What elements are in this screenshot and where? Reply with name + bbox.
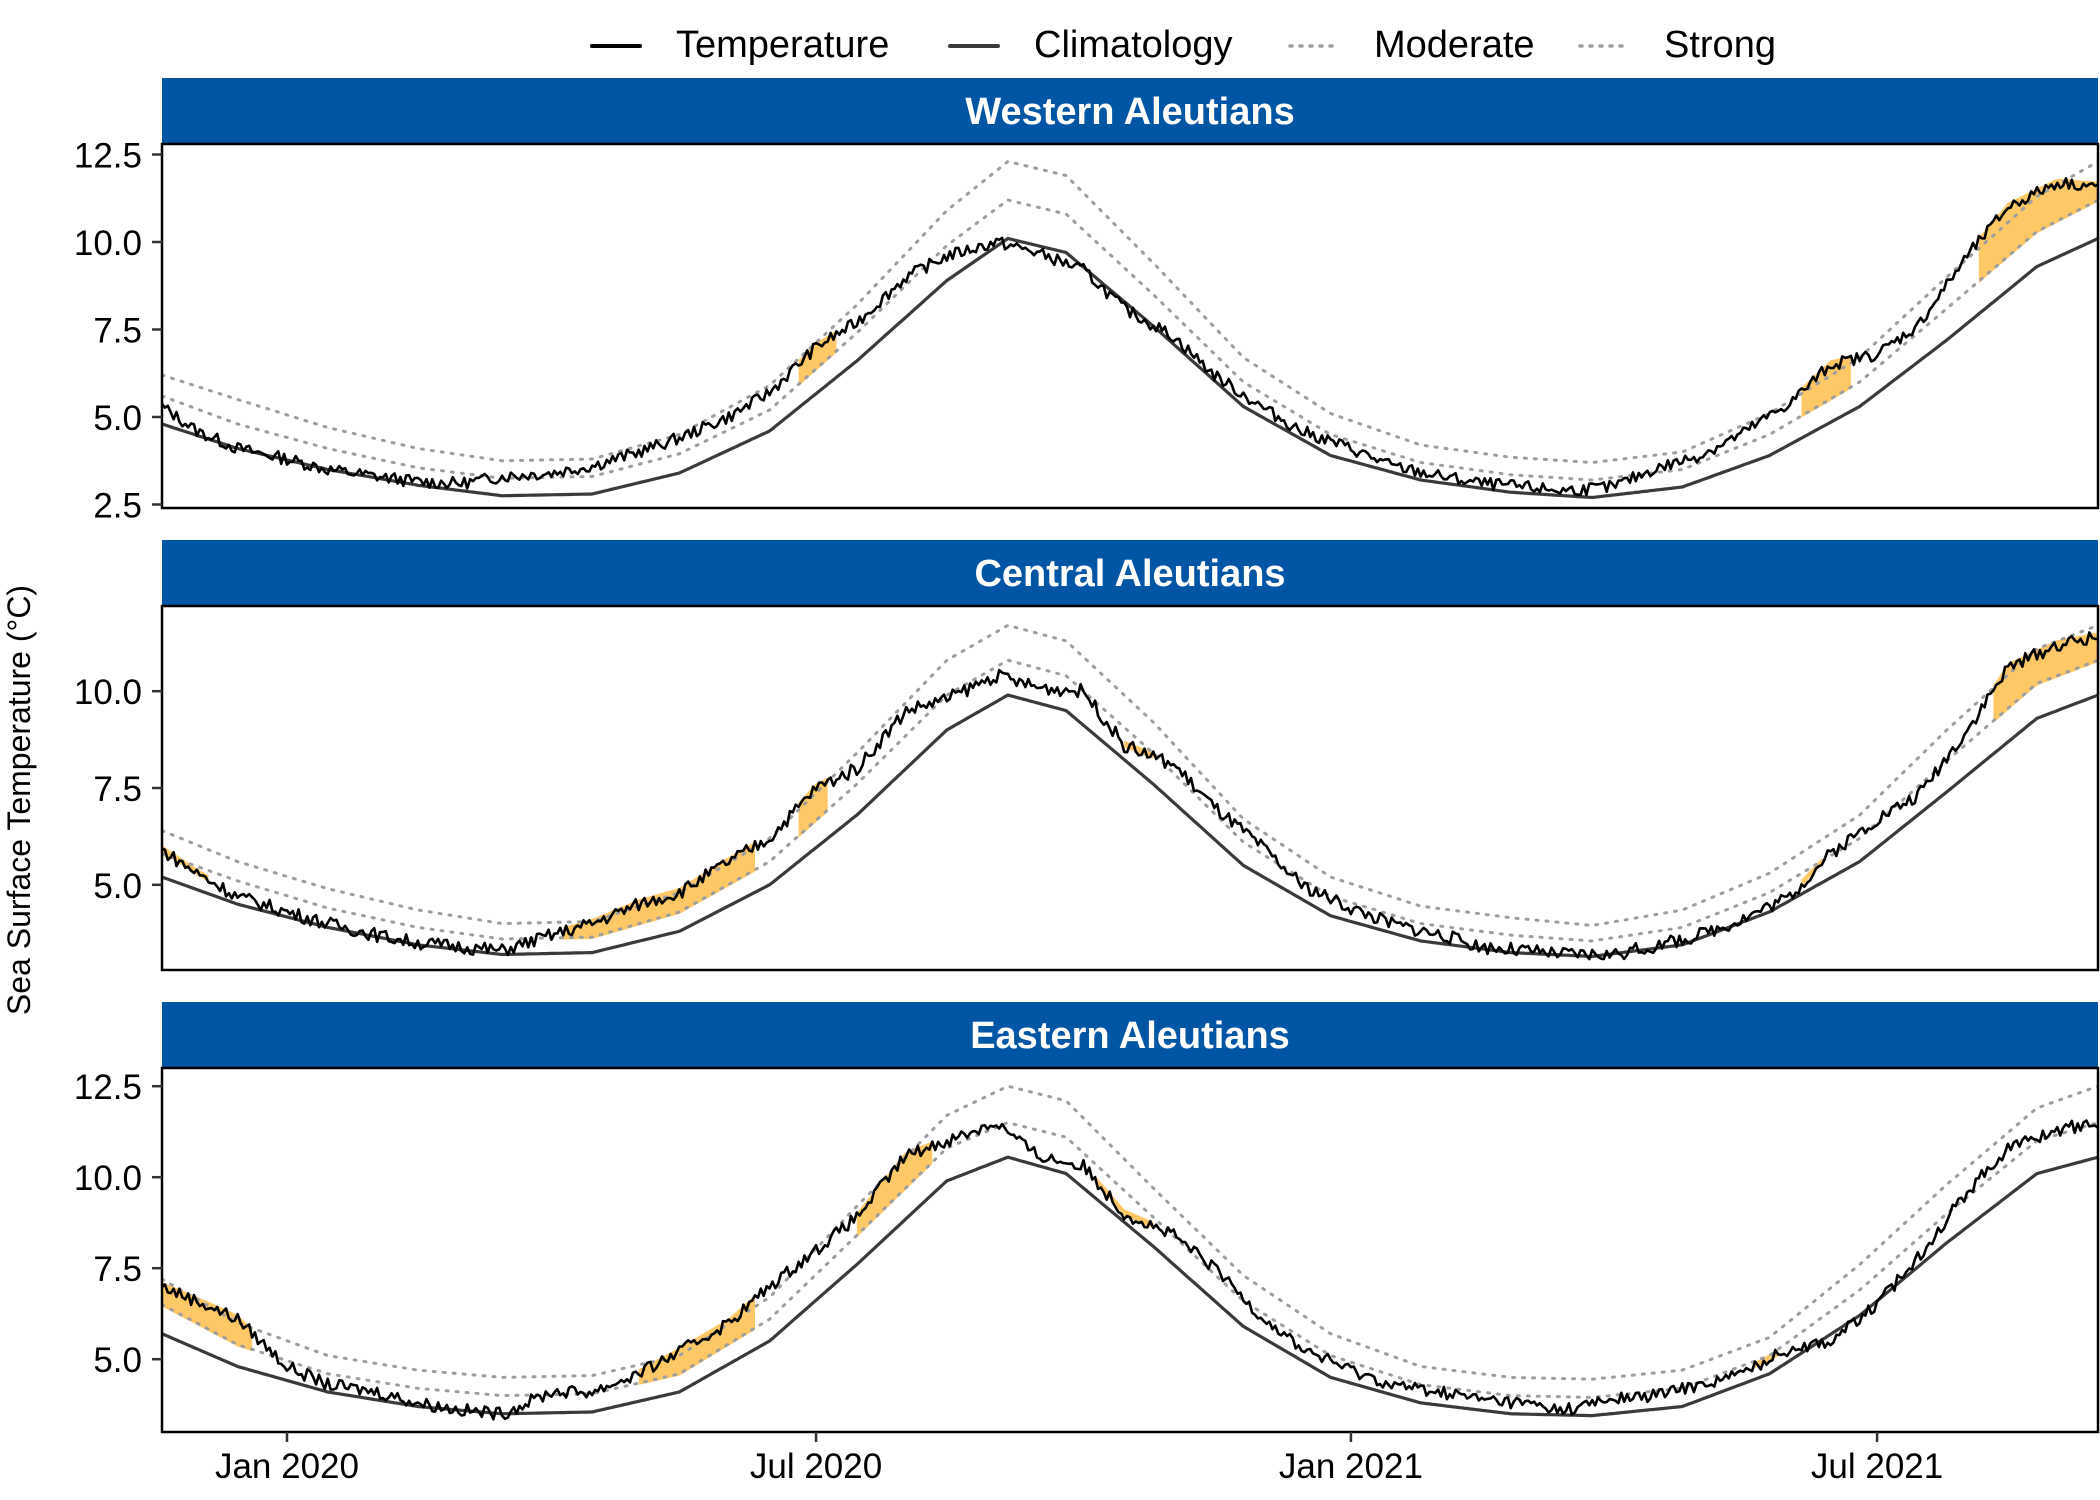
heatwave-fill-1 [798, 330, 837, 387]
legend-item-temperature: Temperature [590, 24, 889, 66]
y-tick-label: 2.5 [93, 487, 142, 526]
series-moderate-threshold [162, 198, 2098, 482]
y-tick-label: 10.0 [74, 673, 142, 712]
panel-border [160, 1066, 2100, 1434]
series-temperature-line [162, 631, 2098, 961]
y-tick-label: 5.0 [93, 1341, 142, 1380]
x-tick-label: Jul 2021 [1811, 1447, 1943, 1486]
heatwave-fill-3 [798, 777, 828, 838]
legend-item-moderate: Moderate [1288, 24, 1535, 66]
series-temperature-line [162, 1119, 2098, 1421]
heatwave-fill-3 [1978, 178, 2098, 283]
strip-title: Eastern Aleutians [970, 1015, 1290, 1057]
heatwave-fill-2 [638, 1295, 755, 1385]
y-tick-label: 10.0 [74, 1159, 142, 1198]
plot-area [162, 1084, 2098, 1421]
series-climatology-line [162, 693, 2098, 959]
legend: Temperature Climatology Moderate Strong [590, 24, 1776, 66]
y-tick-label: 7.5 [93, 1250, 142, 1289]
strip-title: Central Aleutians [974, 553, 1285, 595]
heatwave-fill-6 [1993, 632, 2098, 723]
series-strong-threshold [162, 1084, 2098, 1381]
heatwave-fill-4 [1095, 1175, 1154, 1229]
series-moderate-threshold [162, 1121, 2098, 1399]
plot-area [162, 159, 2098, 500]
panel-eastern-aleutians: Eastern Aleutians 5.0 7.5 10.0 12.5 [74, 1002, 2100, 1434]
legend-label-strong: Strong [1664, 24, 1776, 66]
heatwave-fill-5 [1801, 858, 1822, 887]
x-tick-label: Jan 2020 [215, 1447, 359, 1486]
strip-background [162, 540, 2098, 606]
series-temperature-line [162, 177, 2098, 497]
x-tick-label: Jul 2020 [750, 1447, 882, 1486]
legend-item-strong: Strong [1578, 24, 1776, 66]
strip-title: Western Aleutians [965, 91, 1294, 133]
y-tick-label: 12.5 [74, 1068, 142, 1107]
panel-border [160, 142, 2100, 510]
series-climatology-line [162, 236, 2098, 500]
legend-label-temperature: Temperature [676, 24, 889, 66]
y-tick-label: 10.0 [74, 224, 142, 263]
x-tick-label: Jan 2021 [1279, 1447, 1423, 1486]
panel-western-aleutians: Western Aleutians 2.5 5.0 7.5 10.0 12.5 [74, 78, 2100, 526]
plot-area [162, 623, 2098, 961]
heatwave-fill-2 [1801, 355, 1851, 418]
y-tick-label: 7.5 [93, 770, 142, 809]
facet-panels: Western Aleutians 2.5 5.0 7.5 10.0 12.5 Centra… [74, 78, 2100, 1434]
legend-label-moderate: Moderate [1374, 24, 1535, 66]
y-tick-label: 12.5 [74, 137, 142, 176]
x-axis: Jan 2020 Jul 2020 Jan 2021 Jul 2021 [215, 1432, 1943, 1486]
y-tick-label: 5.0 [93, 399, 142, 438]
y-tick-label: 5.0 [93, 867, 142, 906]
heatwave-fill-3 [856, 1141, 933, 1238]
panel-central-aleutians: Central Aleutians 5.0 7.5 10.0 [74, 540, 2100, 972]
y-axis-title: Sea Surface Temperature (°C) [1, 585, 37, 1015]
y-tick-label: 7.5 [93, 312, 142, 351]
series-climatology-line [162, 1155, 2098, 1418]
strip-background [162, 78, 2098, 144]
legend-label-climatology: Climatology [1034, 24, 1233, 66]
strip-background [162, 1002, 2098, 1068]
legend-item-climatology: Climatology [948, 24, 1233, 66]
series-strong-threshold [162, 159, 2098, 465]
series-strong-threshold [162, 623, 2098, 928]
